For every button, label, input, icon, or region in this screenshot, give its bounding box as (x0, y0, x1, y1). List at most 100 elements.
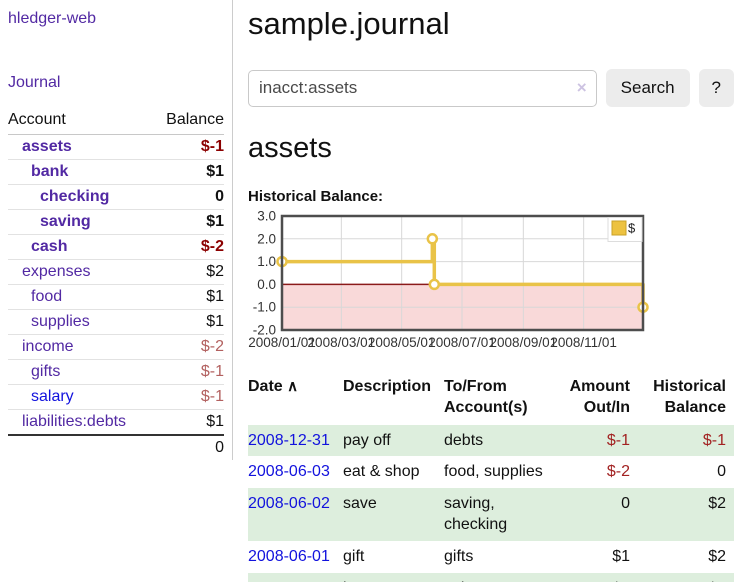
svg-text:1.0: 1.0 (257, 254, 276, 269)
txn-date-link[interactable]: 2008-06-01 (248, 547, 330, 565)
svg-text:2.0: 2.0 (257, 231, 276, 246)
brand-link[interactable]: hledger-web (8, 10, 97, 27)
txn-accounts: food, supplies (444, 463, 543, 481)
account-link-supplies[interactable]: supplies (31, 313, 90, 330)
account-link-assets[interactable]: assets (22, 138, 72, 155)
sidebar-item-journal[interactable]: Journal (8, 74, 61, 91)
account-row-salary: salary $-1 (8, 384, 224, 410)
account-balance: $1 (152, 159, 224, 185)
account-balance: $-1 (152, 359, 224, 385)
register-row: 2008-01-01 income salary $1 $1 (248, 572, 734, 582)
txn-date-link[interactable]: 2008-06-02 (248, 494, 330, 512)
account-row-liabilities-debts: liabilities:debts $1 (8, 409, 224, 436)
svg-text:$: $ (628, 221, 636, 236)
txn-amount: $-2 (606, 463, 630, 481)
svg-text:2008/07/01: 2008/07/01 (428, 335, 496, 350)
balance-chart-svg: $3.0 2.0 1.0 0.0 -1.0 -2.02008/01/012008/03/0… (248, 209, 649, 350)
svg-text:0.0: 0.0 (257, 277, 276, 292)
accounts-total-row: 0 (8, 434, 224, 460)
account-row-checking: checking 0 (8, 184, 224, 210)
account-balance: $2 (152, 259, 224, 285)
txn-description: gift (343, 547, 365, 565)
txn-balance: $2 (708, 547, 726, 565)
txn-amount: $1 (612, 547, 630, 565)
account-row-gifts: gifts $-1 (8, 359, 224, 385)
txn-balance: $-1 (702, 431, 726, 449)
svg-text:-2.0: -2.0 (253, 323, 276, 338)
account-row-food: food $1 (8, 284, 224, 310)
txn-amount: $1 (552, 573, 638, 582)
account-link-gifts[interactable]: gifts (31, 363, 61, 380)
accounts-header-balance: Balance (152, 108, 224, 135)
account-link-income[interactable]: income (22, 338, 74, 355)
txn-amount: 0 (621, 494, 630, 512)
account-balance: $-2 (152, 234, 224, 260)
account-balance: $1 (152, 409, 224, 436)
register-header-description: Description (343, 378, 432, 395)
svg-text:-1.0: -1.0 (253, 300, 276, 315)
search-bar: × Search ? (248, 69, 734, 107)
account-link-liabilities-debts[interactable]: liabilities:debts (22, 413, 127, 430)
svg-text:2008/09/01: 2008/09/01 (490, 335, 558, 350)
register-row: 2008-06-03 eat & shop food, supplies $-2… (248, 456, 734, 488)
account-row-saving: saving $1 (8, 209, 224, 235)
account-link-salary[interactable]: salary (31, 388, 74, 405)
txn-accounts: salary (444, 573, 552, 582)
account-row-bank: bank $1 (8, 159, 224, 185)
txn-date-link[interactable]: 2008-01-01 (248, 580, 330, 582)
account-balance: 0 (152, 184, 224, 210)
accounts-total-value: 0 (152, 434, 224, 460)
txn-balance: $2 (708, 494, 726, 512)
txn-description: income (343, 573, 444, 582)
help-button[interactable]: ? (698, 69, 734, 107)
txn-balance: $1 (638, 573, 734, 582)
account-balance: $-2 (152, 334, 224, 360)
svg-text:2008/01/01: 2008/01/01 (248, 335, 316, 350)
account-link-saving[interactable]: saving (40, 213, 91, 230)
txn-description: eat & shop (343, 463, 420, 481)
accounts-table: Account Balance assets $-1 bank $1 check… (8, 108, 224, 460)
clear-search-icon[interactable]: × (576, 77, 587, 97)
account-balance: $1 (152, 284, 224, 310)
account-heading: assets (248, 132, 332, 164)
register-table: Date ∧ Description To/From Account(s) Am… (248, 375, 734, 582)
txn-date-link[interactable]: 2008-06-03 (248, 463, 330, 481)
account-row-supplies: supplies $1 (8, 309, 224, 335)
txn-balance: 0 (717, 463, 726, 481)
sort-asc-icon: ∧ (287, 378, 299, 395)
account-row-cash: cash $-2 (8, 234, 224, 260)
account-link-checking[interactable]: checking (40, 188, 110, 205)
account-row-expenses: expenses $2 (8, 259, 224, 285)
sidebar: hledger-web Journal Account Balance asse… (0, 0, 233, 460)
account-balance: $1 (152, 209, 224, 235)
register-row: 2008-12-31 pay off debts $-1 $-1 (248, 424, 734, 457)
txn-accounts: saving, checking (444, 494, 508, 534)
register-header-balance: Historical Balance (653, 378, 726, 416)
search-input[interactable] (248, 69, 597, 107)
chart-label: Historical Balance: (248, 188, 384, 205)
account-link-cash[interactable]: cash (31, 238, 68, 255)
txn-accounts: debts (444, 431, 484, 449)
balance-chart: $3.0 2.0 1.0 0.0 -1.0 -2.0 2008/01/01 2008/03/0… (248, 209, 734, 359)
account-balance: $-1 (152, 384, 224, 410)
account-balance: $1 (152, 309, 224, 335)
account-row-assets: assets $-1 (8, 134, 224, 160)
svg-text:2008/05/01: 2008/05/01 (368, 335, 436, 350)
account-link-food[interactable]: food (31, 288, 63, 305)
search-button[interactable]: Search (605, 69, 690, 107)
account-link-expenses[interactable]: expenses (22, 263, 91, 280)
svg-text:2008/03/01: 2008/03/01 (308, 335, 376, 350)
register-header-date[interactable]: Date ∧ (248, 378, 299, 395)
account-balance: $-1 (152, 134, 224, 160)
accounts-header-row: Account Balance (8, 108, 224, 135)
accounts-header-account: Account (8, 108, 153, 135)
account-row-income: income $-2 (8, 334, 224, 360)
txn-accounts: gifts (444, 547, 474, 565)
txn-description: pay off (343, 431, 391, 449)
svg-text:2008/11/01: 2008/11/01 (550, 335, 617, 350)
register-row: 2008-06-02 save saving, checking 0 $2 (248, 487, 734, 541)
account-link-bank[interactable]: bank (31, 163, 69, 180)
txn-date-link[interactable]: 2008-12-31 (248, 431, 330, 449)
page-title: sample.journal (248, 6, 450, 41)
